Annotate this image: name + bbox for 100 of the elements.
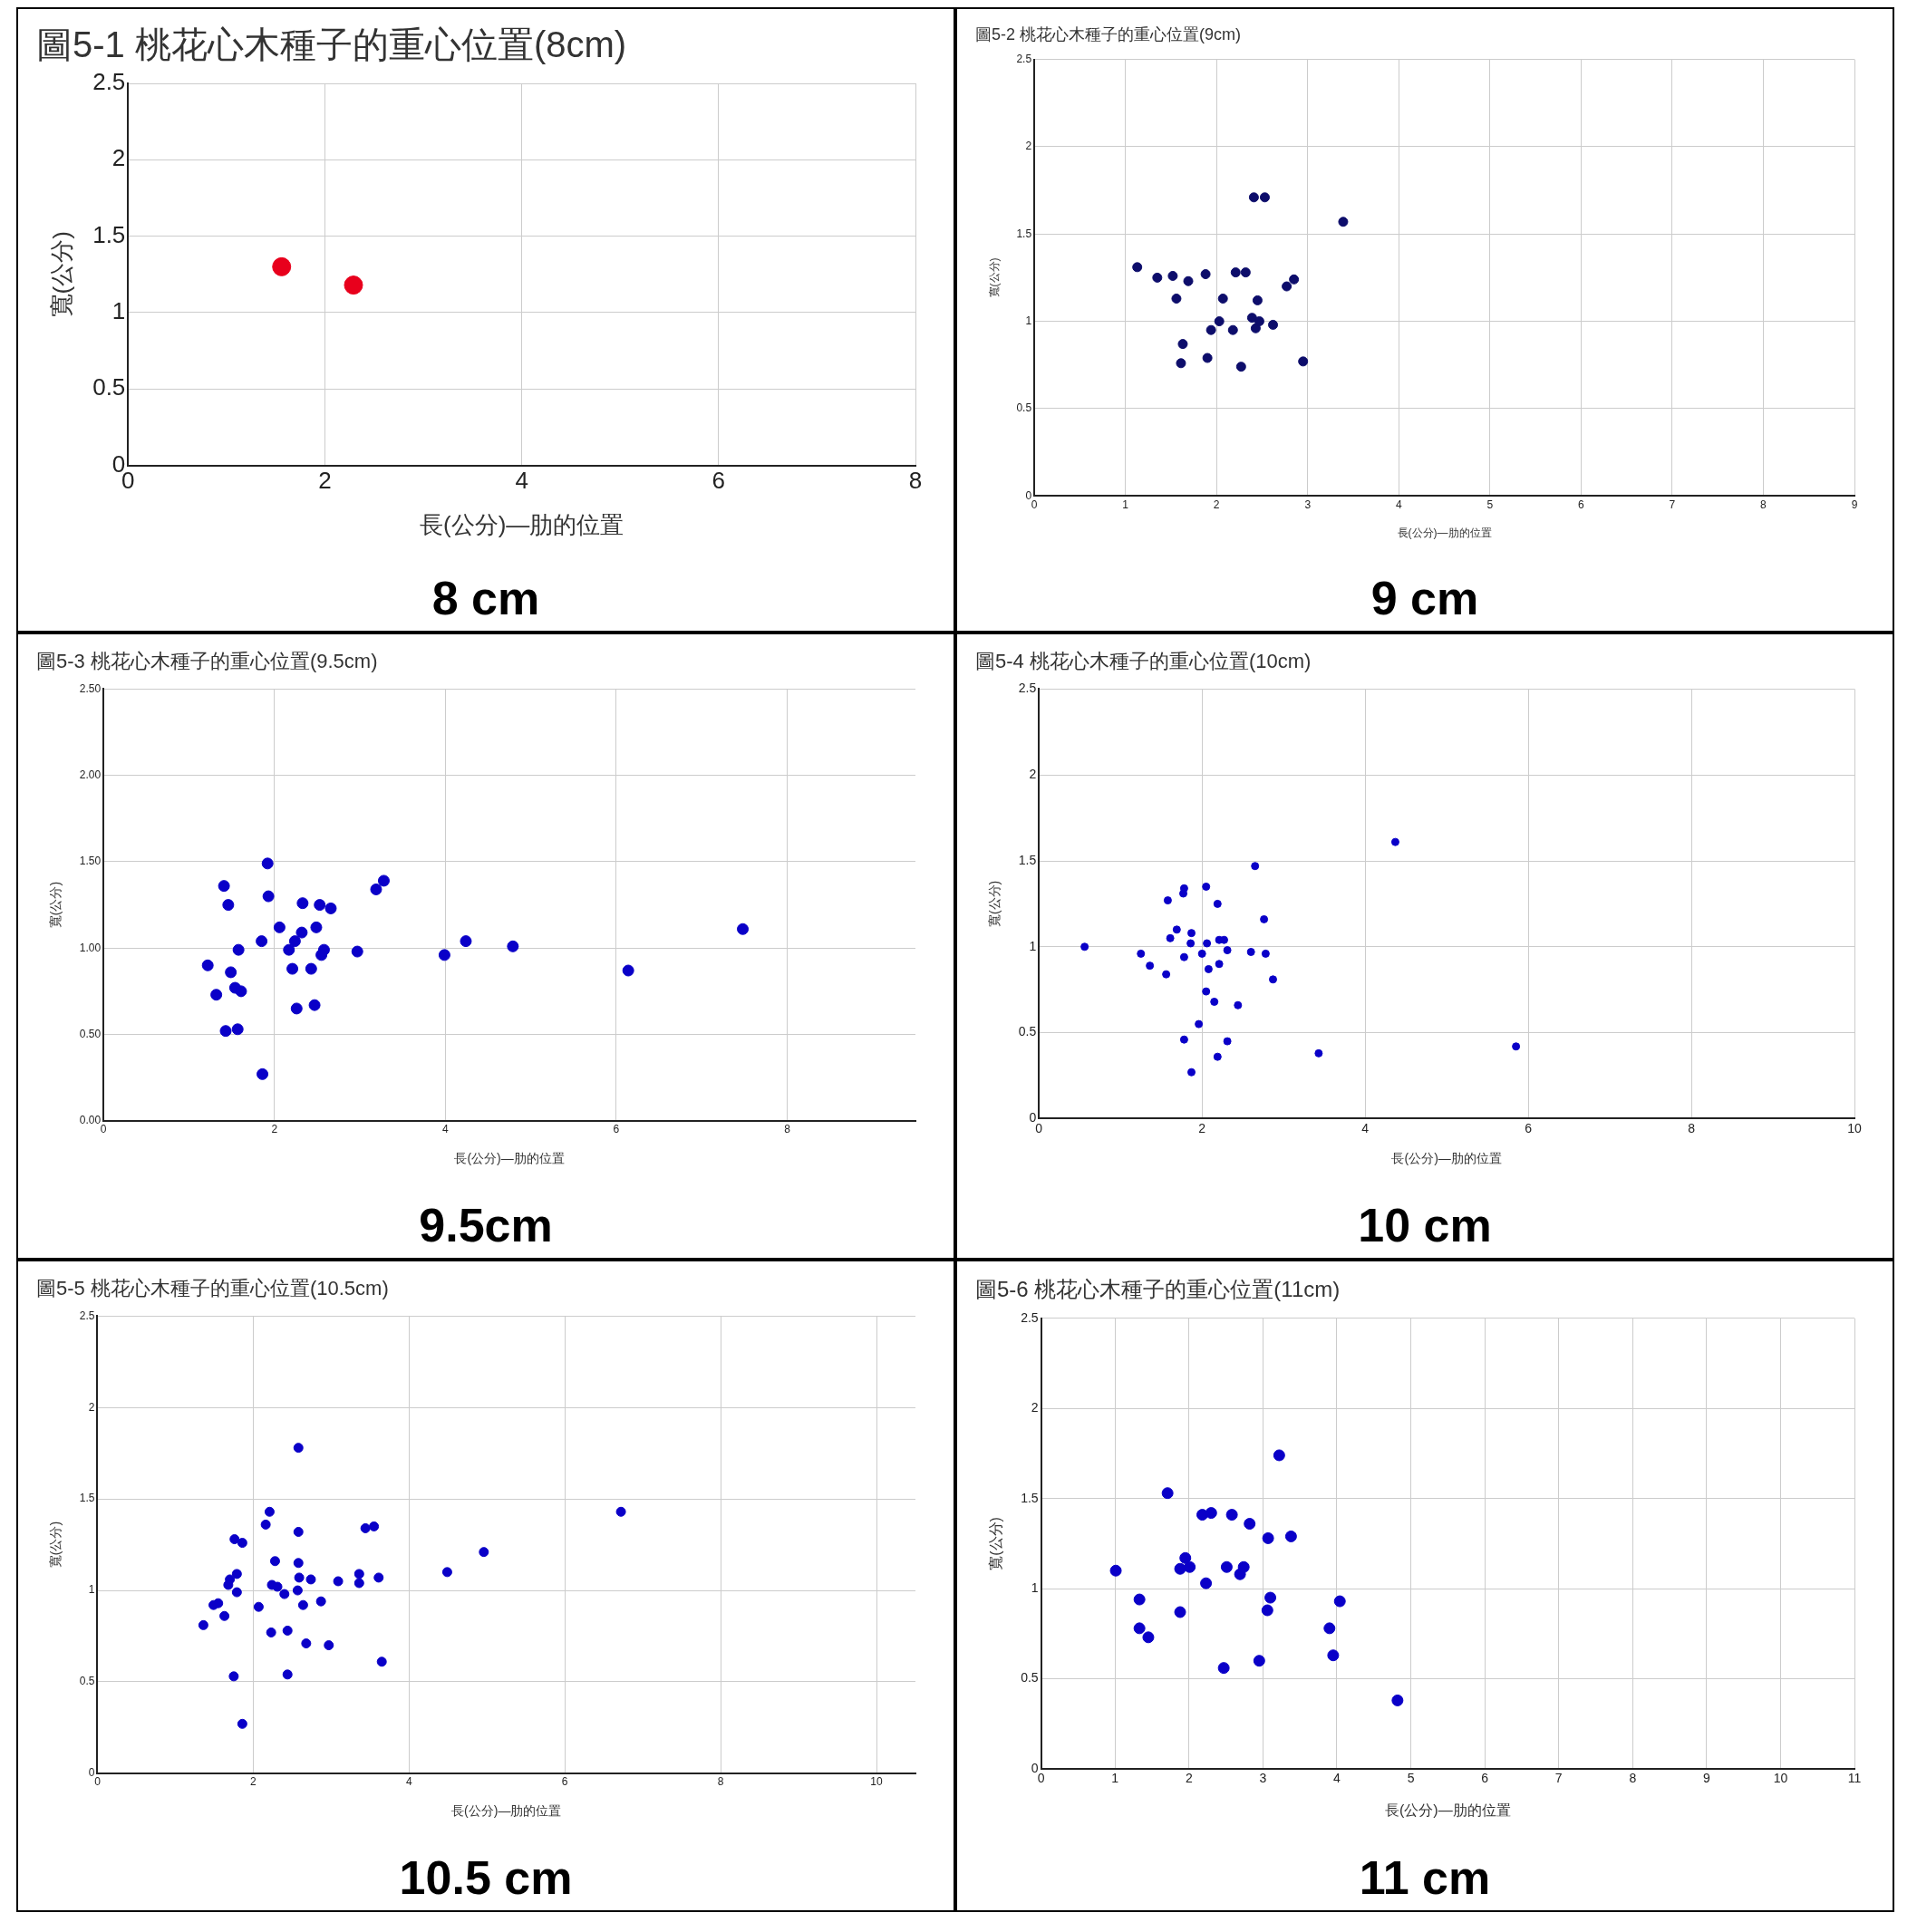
point: [1137, 949, 1146, 958]
point: [1179, 952, 1188, 961]
y-tick-label: 2.00: [79, 768, 102, 781]
point: [1202, 987, 1211, 996]
x-tick-label: 5: [1486, 497, 1494, 511]
x-tick-label: 6: [613, 1123, 620, 1136]
x-tick-label: 4: [1395, 497, 1402, 511]
y-tick-label: 2.5: [1021, 1309, 1039, 1325]
point: [1133, 1593, 1146, 1606]
point: [1262, 1531, 1274, 1544]
y-tick-label: 1.5: [79, 1492, 95, 1505]
x-tick-label: 4: [405, 1775, 412, 1789]
point: [1176, 358, 1186, 369]
point: [1202, 882, 1211, 891]
point: [1223, 946, 1232, 955]
point: [1200, 1577, 1213, 1589]
point: [1179, 1035, 1188, 1044]
point: [1133, 1622, 1146, 1635]
point: [1197, 949, 1206, 958]
point: [353, 1578, 364, 1589]
point: [315, 1596, 326, 1607]
x-tick-label: 2: [250, 1775, 257, 1789]
x-tick-label: 3: [1304, 497, 1312, 511]
point: [1213, 1052, 1222, 1061]
point: [273, 921, 286, 933]
point: [235, 985, 247, 998]
point: [1237, 1560, 1250, 1573]
point: [1109, 1564, 1122, 1577]
point: [279, 1589, 290, 1599]
point: [1171, 294, 1182, 304]
y-tick-label: 2: [1031, 1400, 1039, 1415]
chart-title: 圖5-3 桃花心木種子的重心位置(9.5cm): [36, 650, 378, 673]
point: [1248, 192, 1259, 203]
point: [1174, 1562, 1186, 1575]
point: [333, 1576, 344, 1587]
point: [1223, 1037, 1232, 1046]
point: [314, 899, 326, 912]
point: [237, 1718, 247, 1729]
point: [295, 926, 308, 939]
point: [1252, 295, 1263, 305]
y-axis-title: 寬(公分): [987, 880, 1002, 928]
point: [315, 949, 328, 961]
x-axis-title: 長(公分)—肋的位置: [420, 510, 624, 538]
point: [1179, 884, 1188, 893]
point: [1146, 961, 1155, 971]
point: [305, 1574, 316, 1585]
point: [266, 1627, 276, 1637]
point: [1390, 837, 1399, 846]
x-tick-label: 4: [442, 1123, 450, 1136]
x-tick-label: 10: [870, 1775, 884, 1789]
text: 10.5 cm: [398, 1850, 574, 1906]
x-tick-label: 2: [271, 1123, 278, 1136]
point: [1203, 939, 1212, 948]
point: [360, 1522, 371, 1533]
point: [218, 880, 230, 893]
y-tick-label: 0.5: [1021, 1670, 1039, 1686]
point: [1205, 324, 1216, 335]
point: [262, 890, 275, 903]
point: [1167, 270, 1178, 281]
point: [615, 1506, 626, 1517]
point: [1260, 914, 1269, 923]
point: [260, 1519, 271, 1530]
point: [261, 857, 274, 870]
point: [1230, 267, 1241, 278]
y-tick-label: 1: [1029, 938, 1037, 953]
point: [301, 1638, 312, 1649]
point: [1289, 274, 1300, 285]
point: [1202, 353, 1213, 363]
point: [286, 962, 299, 975]
point: [1195, 1019, 1204, 1029]
y-tick-label: 1: [1025, 314, 1032, 327]
point: [479, 1547, 489, 1558]
point: [1152, 272, 1163, 283]
point: [1338, 217, 1349, 227]
point: [222, 899, 235, 912]
y-tick-label: 1: [111, 297, 126, 325]
point: [290, 1002, 303, 1015]
y-tick-label: 2.5: [1018, 681, 1037, 696]
point: [1268, 319, 1279, 330]
point: [441, 1567, 452, 1578]
x-tick-label: 7: [1669, 497, 1676, 511]
point: [237, 1538, 247, 1549]
point: [232, 943, 245, 956]
point: [1183, 275, 1194, 286]
point: [1251, 862, 1260, 871]
x-tick-label: 8: [717, 1775, 724, 1789]
x-tick-label: 8: [1688, 1120, 1696, 1135]
point: [1161, 1487, 1174, 1500]
y-tick-label: 1.5: [92, 220, 126, 248]
point: [1080, 942, 1089, 952]
point: [1244, 1518, 1256, 1531]
y-tick-label: 2: [1029, 767, 1037, 782]
point: [1220, 1560, 1233, 1573]
point: [219, 1610, 230, 1621]
point: [1282, 281, 1293, 292]
y-tick-label: 2.5: [1016, 52, 1032, 65]
point: [282, 1625, 293, 1636]
x-tick-label: 2: [318, 467, 332, 495]
point: [269, 1556, 280, 1567]
point: [1172, 925, 1181, 934]
